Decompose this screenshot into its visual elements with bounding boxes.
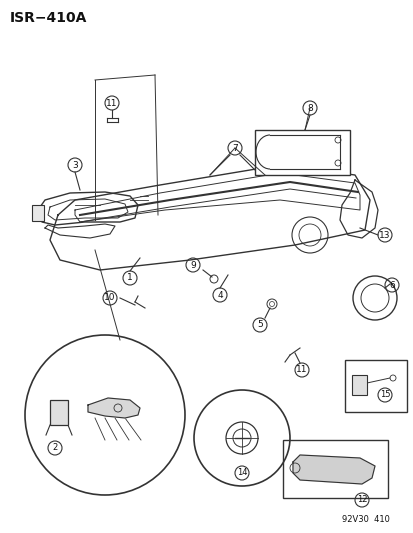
Polygon shape (292, 455, 374, 484)
FancyBboxPatch shape (50, 400, 68, 425)
Text: 3: 3 (72, 160, 78, 169)
Text: 13: 13 (378, 230, 390, 239)
Text: 11: 11 (106, 99, 117, 108)
Text: 7: 7 (232, 143, 237, 152)
Text: 1: 1 (127, 273, 133, 282)
Text: 92V30  410: 92V30 410 (341, 515, 389, 524)
Polygon shape (88, 398, 140, 418)
FancyBboxPatch shape (344, 360, 406, 412)
Text: ISR−410A: ISR−410A (10, 11, 87, 25)
FancyBboxPatch shape (32, 205, 44, 221)
Text: 8: 8 (306, 103, 312, 112)
FancyBboxPatch shape (254, 130, 349, 175)
Text: 2: 2 (52, 443, 57, 453)
FancyBboxPatch shape (351, 375, 366, 395)
Text: 10: 10 (104, 294, 116, 303)
Text: 14: 14 (236, 469, 247, 478)
Text: 11: 11 (296, 366, 307, 375)
FancyBboxPatch shape (282, 440, 387, 498)
Text: 15: 15 (379, 391, 389, 400)
Text: 4: 4 (217, 290, 222, 300)
Text: 5: 5 (256, 320, 262, 329)
Text: 12: 12 (356, 496, 366, 505)
Text: 6: 6 (388, 280, 394, 289)
Text: 9: 9 (190, 261, 195, 270)
